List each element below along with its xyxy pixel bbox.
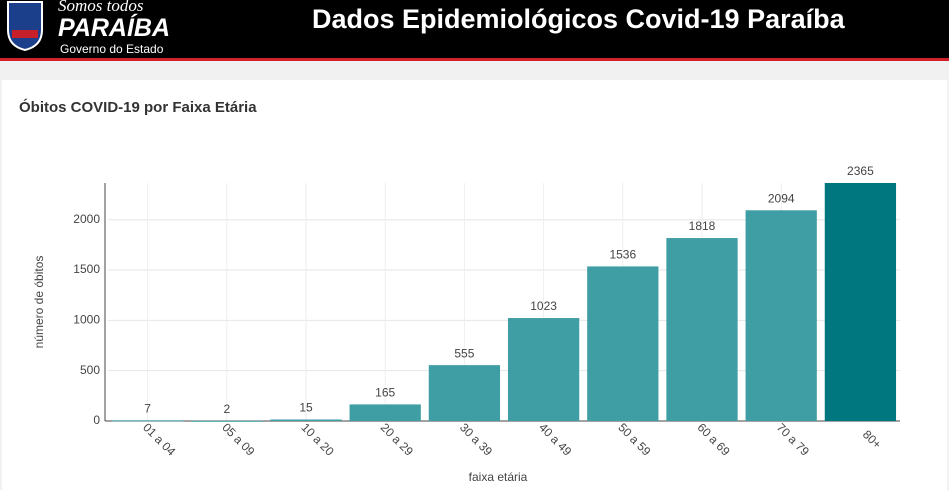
x-tick-label: 70 a 79 xyxy=(774,420,812,458)
x-tick-label: 10 a 20 xyxy=(299,420,337,458)
x-tick-label: 60 a 69 xyxy=(695,420,733,458)
data-label: 7 xyxy=(144,401,151,415)
chart-title: Óbitos COVID-19 por Faixa Etária xyxy=(19,99,257,116)
bar xyxy=(587,266,659,421)
bar xyxy=(349,404,421,421)
data-label: 15 xyxy=(299,401,313,415)
bar xyxy=(191,420,263,422)
x-tick-label: 05 a 09 xyxy=(219,420,257,458)
y-tick-label: 1500 xyxy=(73,262,100,276)
x-tick-label: 40 a 49 xyxy=(536,420,574,458)
y-tick-label: 0 xyxy=(93,413,100,427)
y-axis-label: número de óbitos xyxy=(32,256,46,349)
x-axis-label: faixa etária xyxy=(469,470,528,484)
bar xyxy=(824,183,897,421)
logo-text: Somos todos xyxy=(58,0,144,15)
page-title: Dados Epidemiológicos Covid-19 Paraíba xyxy=(312,4,845,34)
logo-text: PARAÍBA xyxy=(58,14,171,42)
data-label: 1536 xyxy=(609,248,636,262)
x-tick-label: 01 a 04 xyxy=(140,420,178,458)
bar xyxy=(270,419,342,421)
logo-text: Governo do Estado xyxy=(60,42,164,56)
bar xyxy=(507,318,580,421)
data-label: 1023 xyxy=(530,299,557,313)
y-tick-label: 1000 xyxy=(73,313,100,327)
x-tick-label: 30 a 39 xyxy=(457,420,495,458)
y-tick-label: 500 xyxy=(80,363,100,377)
bar xyxy=(428,365,501,421)
x-tick-label: 80+ xyxy=(860,427,884,451)
bar xyxy=(745,210,817,421)
bar xyxy=(111,420,184,422)
data-label: 2365 xyxy=(847,164,874,178)
x-tick-label: 20 a 29 xyxy=(378,420,416,458)
data-label: 555 xyxy=(454,346,474,360)
data-label: 2 xyxy=(223,402,230,416)
header-bar: Somos todos PARAÍBA Governo do Estado Da… xyxy=(0,0,949,61)
y-tick-label: 2000 xyxy=(73,212,100,226)
emblem xyxy=(7,1,43,52)
data-label: 2094 xyxy=(768,191,795,205)
x-tick-label: 50 a 59 xyxy=(615,420,653,458)
data-label: 165 xyxy=(375,386,395,400)
bar xyxy=(666,238,738,421)
data-label: 1818 xyxy=(689,219,716,233)
